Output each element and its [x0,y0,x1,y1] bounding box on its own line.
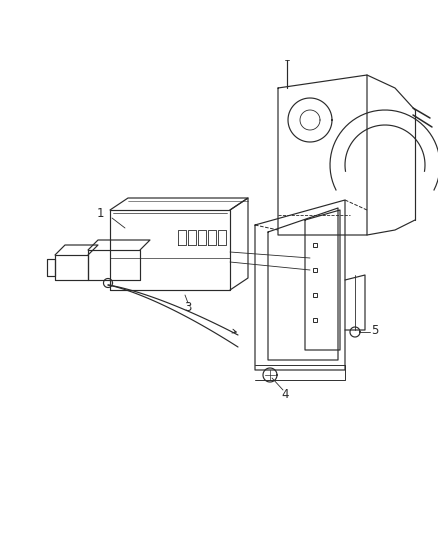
Text: 3: 3 [184,301,191,313]
Text: 5: 5 [371,324,378,336]
Text: 1: 1 [96,206,103,220]
Text: 4: 4 [281,389,288,401]
